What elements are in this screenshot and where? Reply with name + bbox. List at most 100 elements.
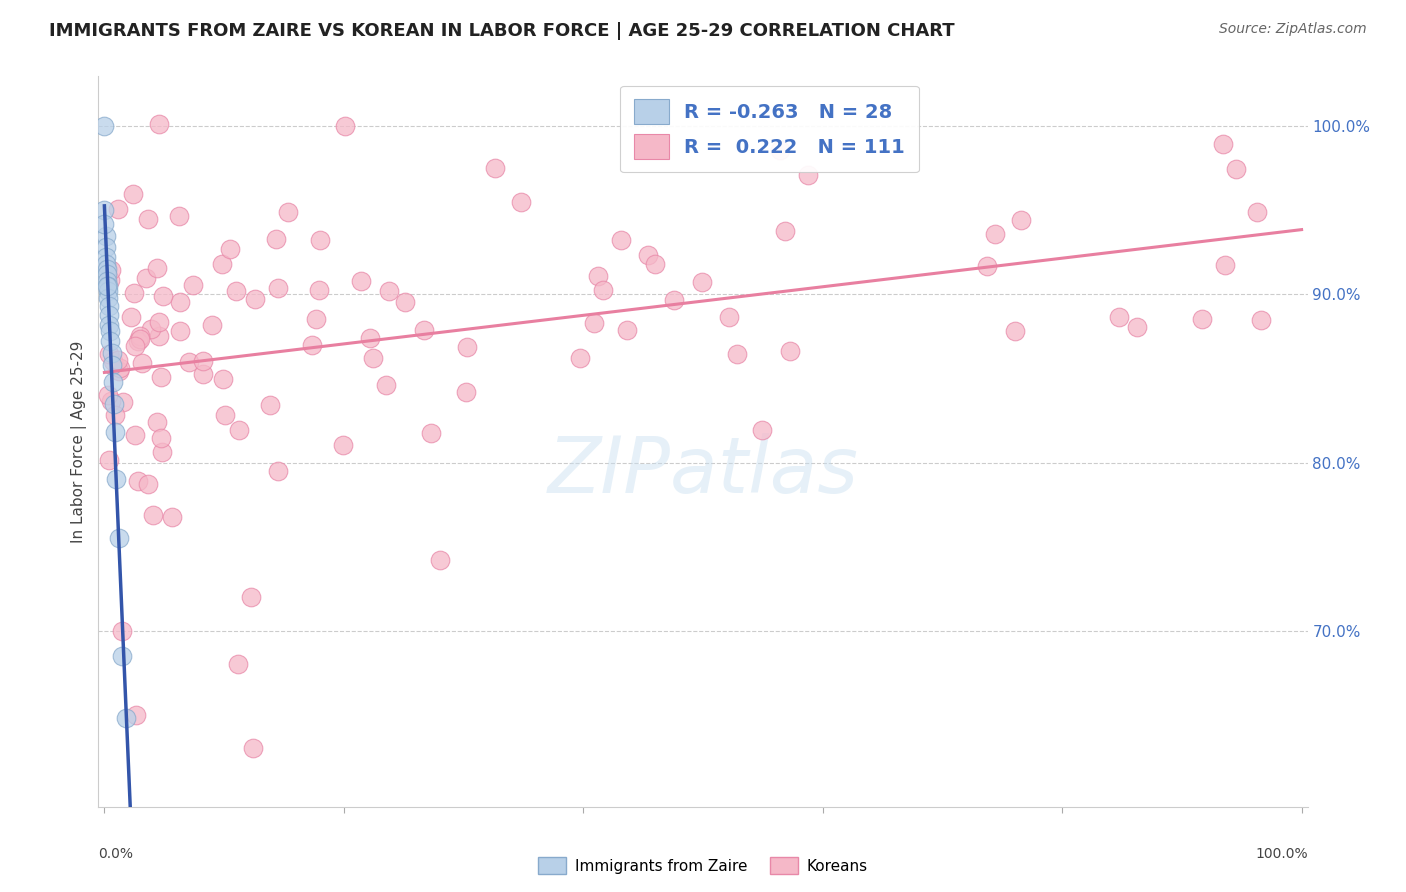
Point [97,279,120,293]
Point [167,210,190,224]
Point [169,295,191,310]
Point [146,415,169,429]
Point [101,375,124,389]
Point [127,474,149,488]
Point [725,347,748,361]
Point [148,315,170,329]
Point [146,260,169,275]
Point [1191,312,1213,326]
Point [266,464,288,478]
Point [98,318,121,332]
Point [637,248,659,262]
Point [111,394,134,409]
Point [308,283,330,297]
Point [1246,205,1268,219]
Text: 0.0%: 0.0% [98,847,134,862]
Point [228,423,250,437]
Point [225,284,247,298]
Point [378,284,401,298]
Point [484,161,506,175]
Point [94,251,117,265]
Point [150,444,173,458]
Point [569,351,592,365]
Point [98,299,121,313]
Point [96,262,118,277]
Point [100,334,122,349]
Point [101,354,124,368]
Point [212,372,235,386]
Point [200,318,222,332]
Point [363,351,385,365]
Point [104,425,127,440]
Point [335,120,357,134]
Point [1004,324,1026,338]
Point [429,552,451,566]
Point [98,452,121,467]
Point [96,279,118,293]
Point [350,275,373,289]
Point [107,353,129,368]
Point [191,368,214,382]
Point [105,472,128,486]
Legend: Immigrants from Zaire, Koreans: Immigrants from Zaire, Koreans [531,851,875,880]
Point [148,329,170,343]
Point [214,408,236,422]
Point [181,278,204,293]
Point [1108,310,1130,325]
Point [93,120,115,134]
Point [419,425,441,440]
Point [152,289,174,303]
Point [148,117,170,131]
Point [582,316,605,330]
Point [301,337,323,351]
Point [662,293,685,307]
Point [100,358,122,372]
Point [796,168,818,182]
Point [277,205,299,219]
Point [100,325,122,339]
Point [94,228,117,243]
Point [149,431,172,445]
Point [193,354,215,368]
Point [616,323,638,337]
Point [211,257,233,271]
Point [586,269,609,284]
Point [135,271,157,285]
Point [107,202,129,217]
Point [456,340,478,354]
Point [179,355,201,369]
Point [332,438,354,452]
Point [149,370,172,384]
Point [690,276,713,290]
Point [98,347,121,361]
Point [1126,319,1149,334]
Point [115,711,138,725]
Point [97,291,120,305]
Point [1250,313,1272,327]
Point [160,510,183,524]
Point [93,203,115,218]
Point [1010,213,1032,227]
Point [100,346,122,360]
Point [96,274,118,288]
Point [100,393,122,408]
Point [93,217,115,231]
Text: IMMIGRANTS FROM ZAIRE VS KOREAN IN LABOR FORCE | AGE 25-29 CORRELATION CHART: IMMIGRANTS FROM ZAIRE VS KOREAN IN LABOR… [49,22,955,40]
Point [107,531,129,545]
Point [309,234,332,248]
Point [129,329,152,343]
Point [98,273,121,287]
Point [610,233,633,247]
Point [1213,258,1236,272]
Point [1225,162,1247,177]
Point [142,508,165,523]
Point [239,590,262,604]
Point [120,310,142,325]
Point [751,423,773,437]
Text: ZIPatlas: ZIPatlas [547,433,859,508]
Point [773,224,796,238]
Point [136,211,159,226]
Point [413,323,436,337]
Point [131,355,153,369]
Point [359,331,381,345]
